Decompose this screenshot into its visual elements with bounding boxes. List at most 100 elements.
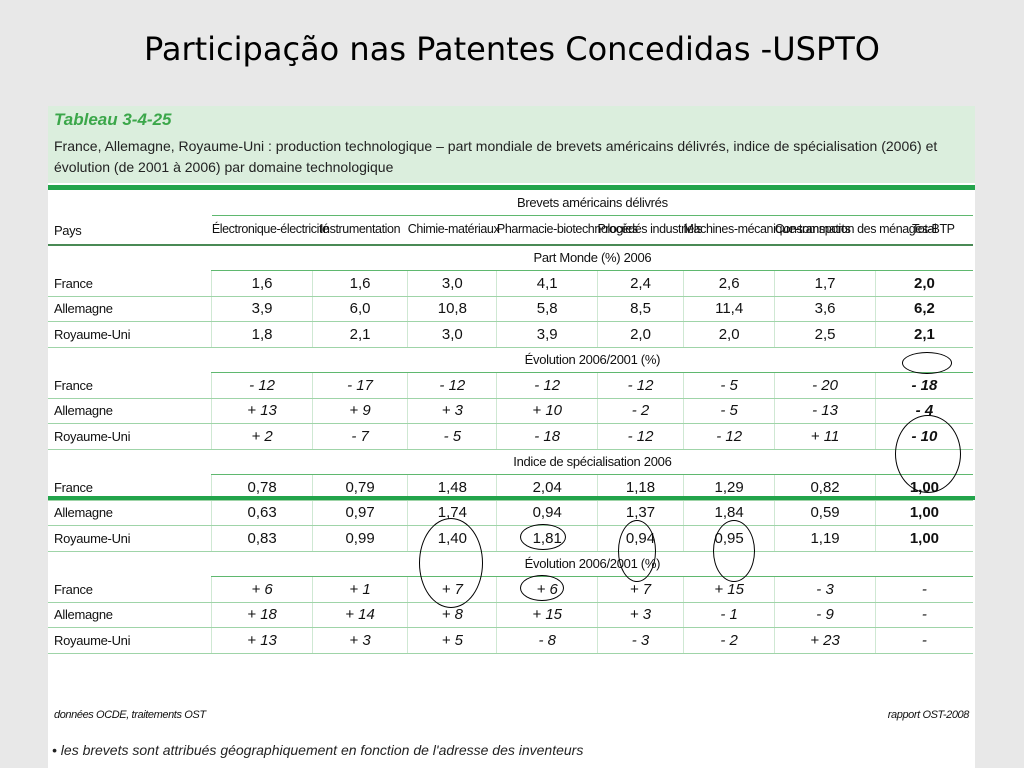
section-spacer	[48, 245, 212, 271]
value-cell: + 11	[774, 423, 876, 450]
country-cell: France	[48, 576, 212, 603]
footnote: • les brevets sont attribués géographiqu…	[52, 742, 584, 758]
value-cell: 0,59	[774, 500, 876, 526]
table-caption: France, Allemagne, Royaume-Uni : product…	[54, 138, 938, 175]
value-cell: + 13	[211, 627, 313, 654]
value-cell: + 6	[211, 576, 313, 603]
table-row: Allemagne 3,9 6,0 10,8 5,8 8,5 11,4 3,6 6,2	[48, 296, 973, 322]
value-cell: 10,8	[407, 296, 497, 322]
section-spacer	[48, 449, 212, 475]
column-header: Procédés industriels	[597, 215, 702, 246]
patent-table: Brevets américains délivrés Pays Électro…	[48, 190, 973, 654]
country-cell: France	[48, 270, 212, 297]
value-cell: 3,0	[407, 270, 497, 297]
country-cell: Allemagne	[48, 500, 212, 526]
value-cell: - 12	[596, 423, 684, 450]
value-cell: 2,0	[683, 321, 775, 348]
value-cell: 2,6	[683, 270, 775, 297]
value-cell: 0,83	[211, 525, 313, 552]
slide-title: Participação nas Patentes Concedidas -US…	[144, 30, 880, 68]
highlight-circle	[618, 520, 656, 582]
section-title: Évolution 2006/2001 (%)	[211, 347, 973, 373]
value-cell: + 14	[311, 602, 408, 628]
value-cell: 2,1	[311, 321, 408, 348]
column-header: Instrumentation	[312, 215, 408, 246]
value-cell: 3,6	[774, 296, 876, 322]
value-cell: - 17	[311, 372, 408, 399]
country-cell: France	[48, 372, 212, 399]
value-cell: - 2	[596, 398, 684, 424]
table-id: Tableau 3-4-25	[54, 110, 172, 129]
value-cell: - 1	[683, 602, 775, 628]
value-cell: 2,0	[596, 321, 684, 348]
country-cell: Allemagne	[48, 602, 212, 628]
source-left: données OCDE, traitements OST	[54, 709, 206, 721]
value-cell: - 8	[496, 627, 598, 654]
value-cell: 0,63	[211, 500, 313, 526]
row-header: Pays	[48, 215, 212, 246]
table-row: Allemagne 0,63 0,97 1,74 0,94 1,37 1,84 0,59 1,0…	[48, 500, 973, 526]
value-cell: 5,8	[496, 296, 598, 322]
value-cell: + 23	[774, 627, 876, 654]
country-cell: Royaume-Uni	[48, 423, 212, 450]
country-cell: Allemagne	[48, 296, 212, 322]
value-cell: 2,1	[874, 321, 973, 348]
value-cell: - 9	[774, 602, 876, 628]
document-page: Tableau 3-4-25 France, Allemagne, Royaum…	[48, 106, 975, 768]
column-header: Machines-mécanique-transports	[683, 215, 851, 246]
highlight-circle	[520, 524, 566, 550]
group-header: Brevets américains délivrés	[211, 190, 973, 216]
country-cell: Allemagne	[48, 398, 212, 424]
section-spacer	[48, 347, 212, 373]
table-row: France - 12- 17- 12- 12- 12- 5- 20- 18	[48, 372, 973, 399]
value-cell: 1,19	[774, 525, 876, 552]
value-cell: 1,6	[211, 270, 313, 297]
table-row: France 1,6 1,6 3,0 4,1 2,4 2,6 1,7 2,0	[48, 270, 973, 297]
value-cell: - 20	[774, 372, 876, 399]
value-cell: - 5	[683, 372, 775, 399]
value-cell: - 12	[407, 372, 497, 399]
section-spacer	[48, 551, 212, 577]
column-header: Consommation des ménages-BTP	[774, 215, 955, 246]
country-cell: Royaume-Uni	[48, 627, 212, 654]
source-right: rapport OST-2008	[887, 709, 970, 721]
value-cell: - 3	[596, 627, 684, 654]
value-cell: 1,00	[874, 500, 973, 526]
value-cell: -	[874, 602, 973, 628]
value-cell: + 13	[211, 398, 313, 424]
highlight-circle	[419, 518, 483, 608]
value-cell: + 3	[407, 398, 497, 424]
value-cell: - 7	[311, 423, 408, 450]
value-cell: - 12	[211, 372, 313, 399]
corner-cell	[48, 190, 212, 215]
table-row: Royaume-Uni + 2- 7- 5- 18- 12- 12 + 11- 10	[48, 423, 973, 450]
country-cell: Royaume-Uni	[48, 321, 212, 348]
section-title: Indice de spécialisation 2006	[211, 449, 973, 475]
table-row: Royaume-Uni 0,83 0,99 1,40 1,81 0,94 0,95 1,19 1…	[48, 525, 973, 552]
highlight-circle	[520, 575, 564, 601]
column-header: Pharmacie-biotechnologies	[496, 215, 638, 246]
table-row: France + 6 + 1 + 7 + 6 + 7 + 15- 3-	[48, 576, 973, 603]
value-cell: 2,0	[874, 270, 973, 297]
highlight-circle	[713, 520, 755, 582]
value-cell: 3,9	[211, 296, 313, 322]
value-cell: + 15	[496, 602, 598, 628]
header-divider	[48, 185, 975, 190]
value-cell: 1,6	[311, 270, 408, 297]
country-cell: Royaume-Uni	[48, 525, 212, 552]
value-cell: + 3	[596, 602, 684, 628]
value-cell: - 3	[774, 576, 876, 603]
value-cell: + 1	[311, 576, 408, 603]
highlight-circle	[895, 415, 961, 493]
value-cell: 6,0	[311, 296, 408, 322]
value-cell: 1,8	[211, 321, 313, 348]
value-cell: -	[874, 576, 973, 603]
value-cell: + 5	[407, 627, 497, 654]
value-cell: + 9	[311, 398, 408, 424]
value-cell: + 18	[211, 602, 313, 628]
value-cell: 3,0	[407, 321, 497, 348]
section-title: Évolution 2006/2001 (%)	[211, 551, 973, 577]
value-cell: - 12	[596, 372, 684, 399]
value-cell: 11,4	[683, 296, 775, 322]
value-cell: + 2	[211, 423, 313, 450]
